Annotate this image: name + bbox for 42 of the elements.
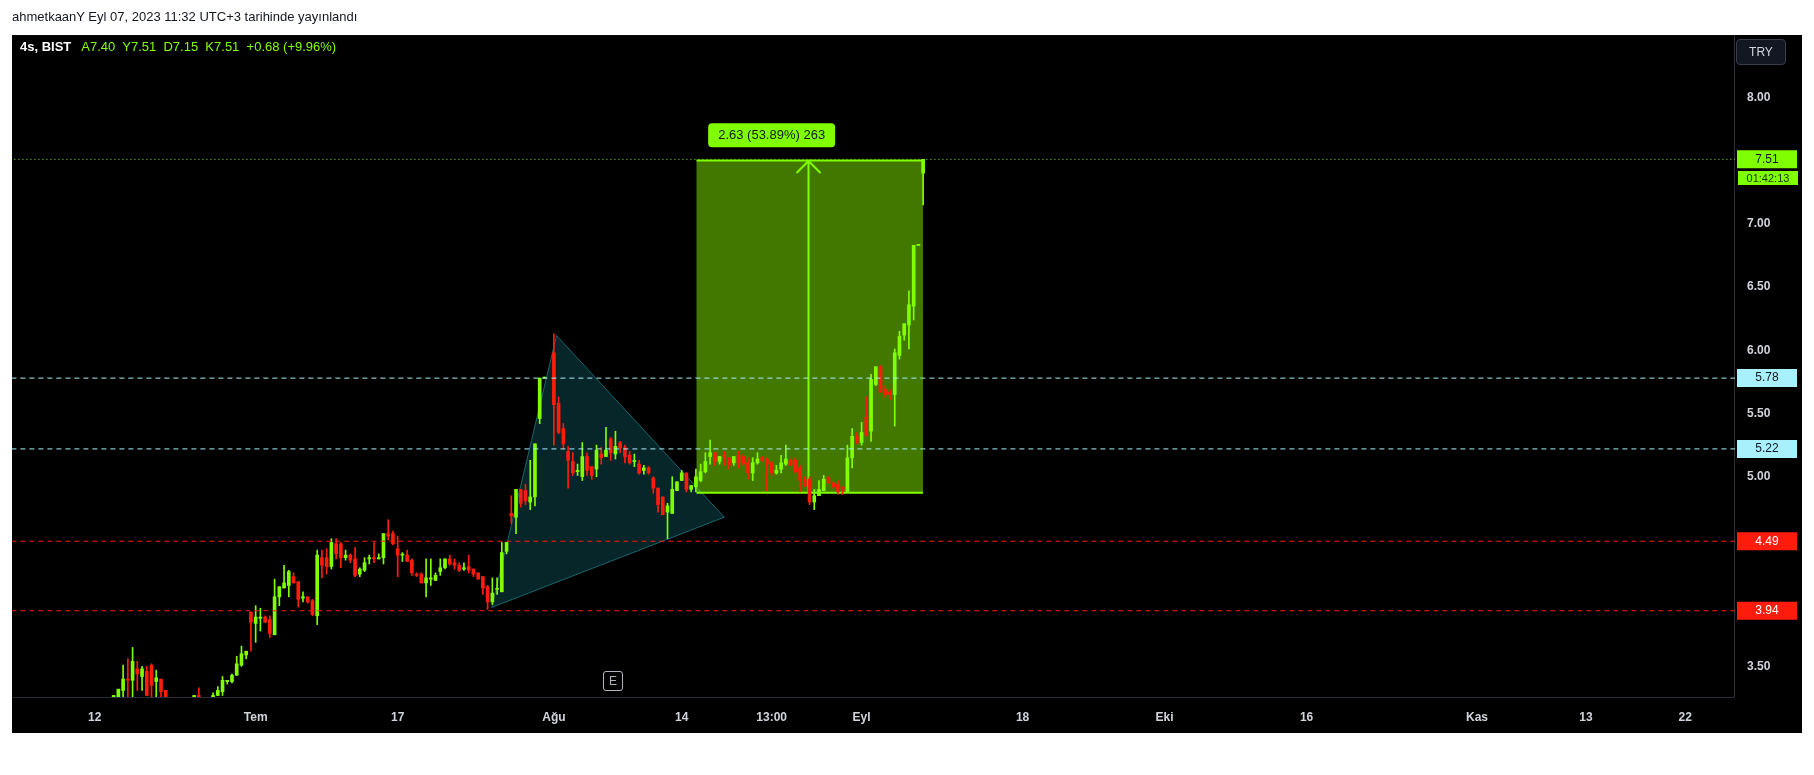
candlestick [722, 451, 727, 466]
ref-line-label: 7.51 [1755, 151, 1779, 166]
text: ahmetkaanY Eyl 07, 2023 11:32 UTC+3 tarihinde yayınlandı [12, 9, 358, 24]
chart-subtitle: A7.40 Y7.51 D7.15 K7.51 +0.68 (+9.96%) [81, 39, 337, 54]
x-tick-label: Tem [243, 709, 268, 724]
candlestick [135, 661, 140, 691]
x-tick-label: 22 [1678, 709, 1693, 724]
candlestick [708, 439, 712, 465]
currency-button: TRY [1736, 39, 1786, 65]
y-tick-label: 5.50 [1747, 405, 1771, 420]
x-tick-label: Kas [1465, 709, 1489, 724]
y-tick-label: 6.50 [1747, 279, 1771, 294]
x-tick-label: 14 [675, 709, 689, 724]
candlestick [386, 519, 391, 541]
x-tick-label: 12 [88, 709, 102, 724]
x-tick-label: 17 [391, 709, 405, 724]
x-tick-label: Ağu [542, 709, 566, 724]
y-tick-label: 6.00 [1747, 342, 1771, 357]
candlestick [462, 562, 466, 571]
y-tick-label: 5.00 [1747, 469, 1771, 484]
y-tick-label: 7.00 [1747, 216, 1771, 231]
text: 01:42:13 [1738, 171, 1798, 185]
y-tick-label: 3.50 [1747, 658, 1771, 673]
candlestick [154, 669, 159, 698]
x-tick-label: 16 [1299, 709, 1314, 724]
x-tick-label: 13 [1579, 709, 1593, 724]
chart-title: 4s, BIST [20, 39, 72, 54]
x-tick-label: Eyl [852, 709, 871, 724]
earnings-icon: E [603, 671, 623, 691]
x-tick-label: 18 [1015, 709, 1030, 724]
ref-line-label: 3.94 [1755, 603, 1779, 618]
candlestick [509, 495, 514, 524]
x-tick-label: 13:00 [756, 709, 788, 724]
y-tick-label: 8.00 [1747, 89, 1771, 104]
candlestick [566, 446, 570, 489]
candlestick [126, 658, 130, 698]
candlestick [528, 459, 533, 510]
x-tick-label: Eki [1155, 709, 1174, 724]
annotation: 2.63 (53.89%) 263 [718, 126, 826, 142]
ref-line-label: 5.22 [1755, 441, 1779, 456]
ref-line-label: 5.78 [1755, 370, 1779, 385]
ref-line-label: 4.49 [1755, 533, 1779, 548]
